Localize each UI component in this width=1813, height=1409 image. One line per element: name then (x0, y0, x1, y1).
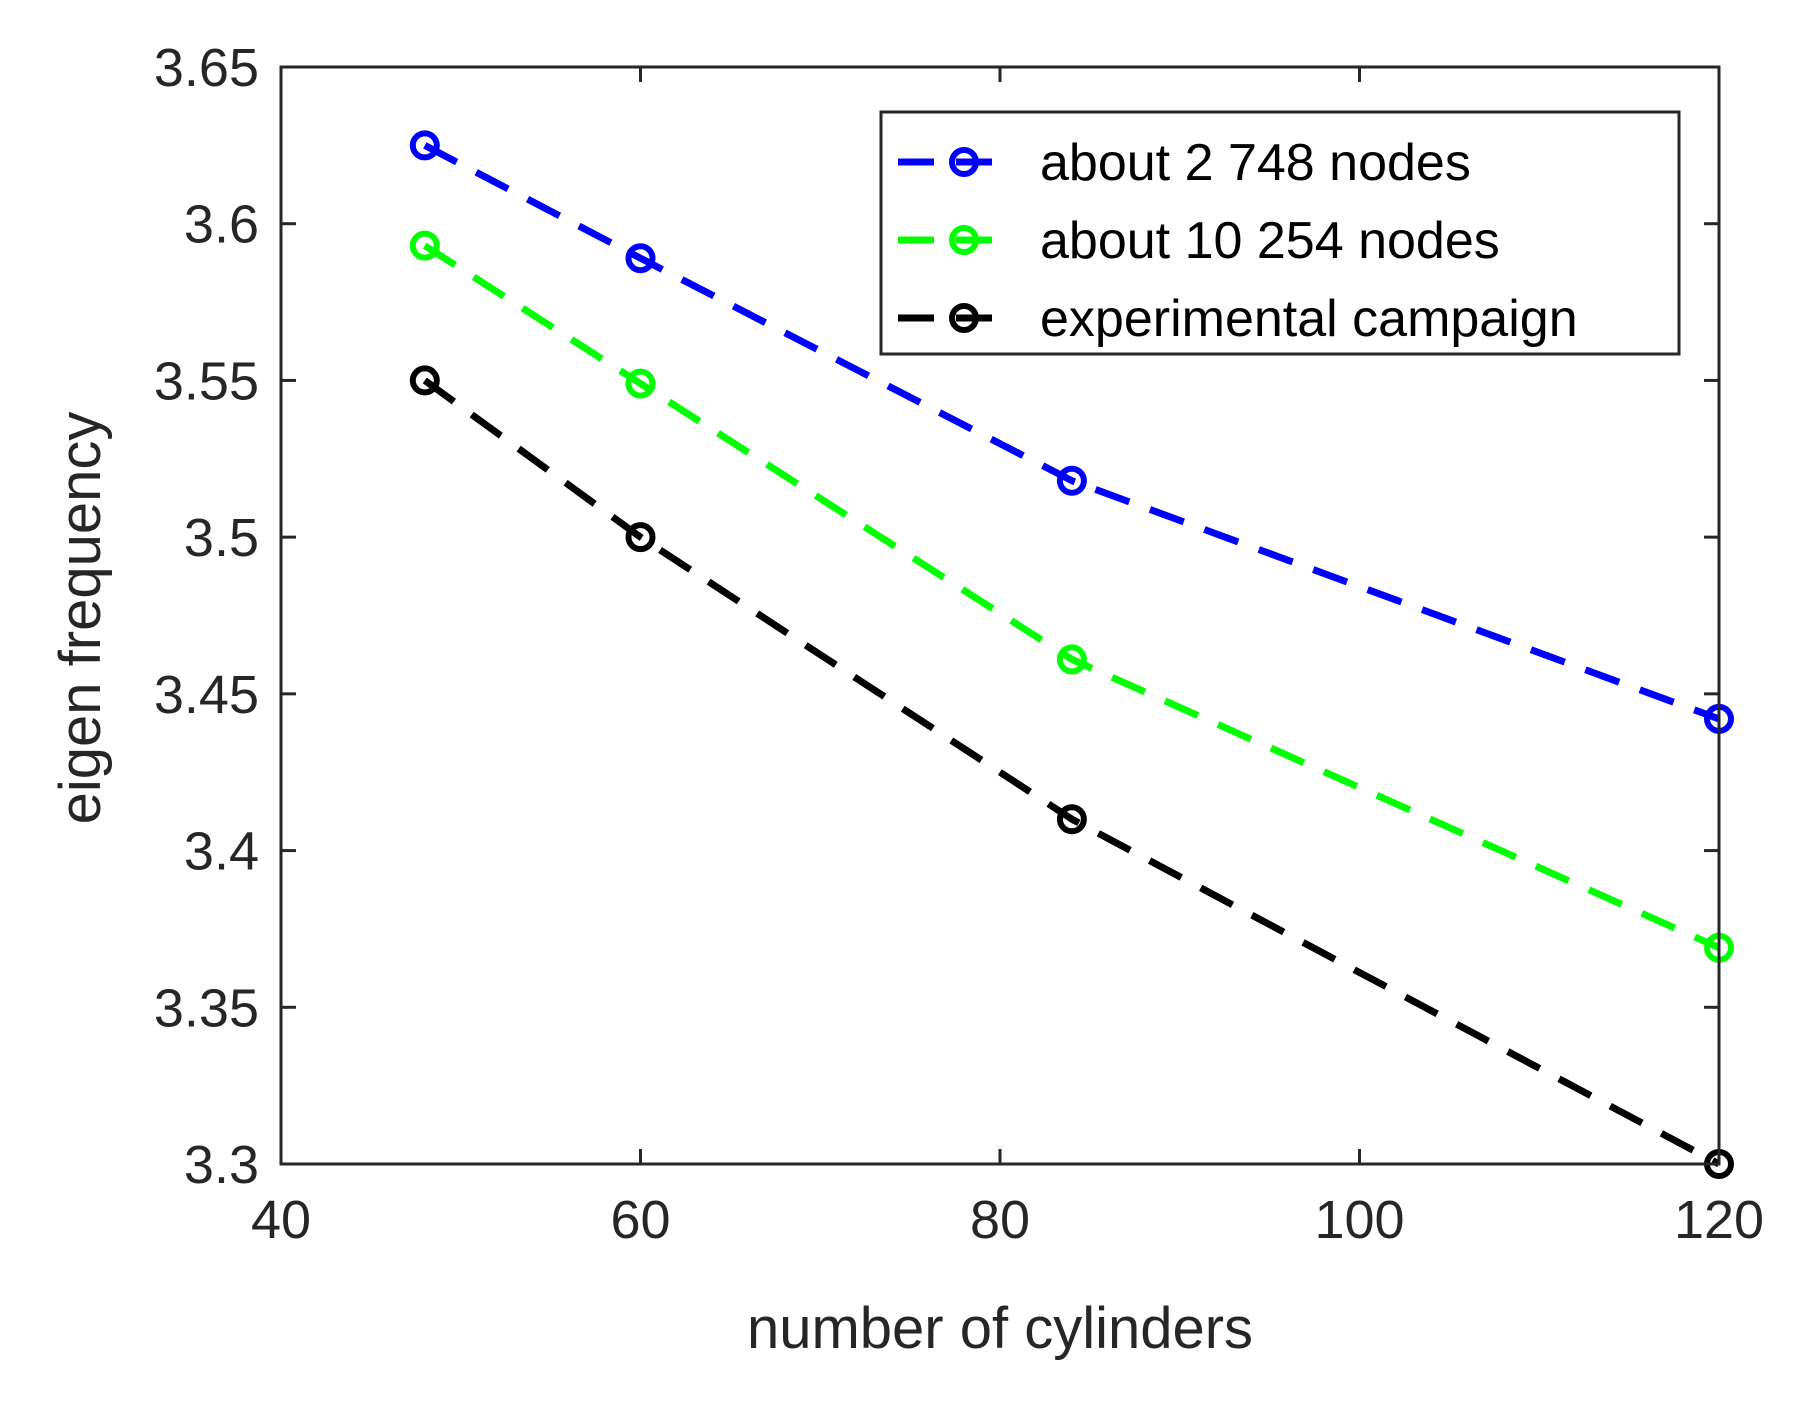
x-tick-label: 40 (251, 1190, 311, 1250)
series-2-point (409, 230, 440, 261)
y-tick-label: 3.65 (154, 38, 259, 98)
y-tick-label: 3.55 (154, 351, 259, 411)
legend-label-2: about 10 254 nodes (1040, 212, 1500, 270)
axes: 40 60 80 100 120 3.3 3.35 3.4 3.45 3.5 3.55 3.6 3.65 (154, 38, 1764, 1250)
series-1-point (1056, 465, 1087, 496)
y-tick-label: 3.45 (154, 665, 259, 725)
x-tick-label: 120 (1674, 1190, 1764, 1250)
y-tick-label: 3.35 (154, 978, 259, 1038)
series-line-1 (423, 142, 1721, 723)
x-axis-label: number of cylinders (747, 1296, 1253, 1361)
series-2-point (625, 368, 656, 399)
y-tick-label: 3.6 (184, 195, 259, 255)
legend-label-3: experimental campaign (1040, 290, 1578, 348)
series-1-point (625, 243, 656, 274)
series-line-3 (422, 377, 1721, 1168)
legend-label-1: about 2 748 nodes (1040, 134, 1471, 192)
series-line-2 (422, 242, 1721, 951)
y-tick-label: 3.4 (184, 822, 259, 882)
series-3-point (625, 522, 656, 553)
x-tick-label: 60 (610, 1190, 670, 1250)
legend-marker-2 (949, 225, 979, 255)
series-3-point (1056, 804, 1087, 835)
series-2-point (1056, 644, 1087, 675)
series-3-point (409, 365, 440, 396)
y-axis-label: eigen frequency (48, 412, 113, 825)
legend: about 2 748 nodes about 10 254 nodes exper… (879, 110, 1681, 356)
legend-box (879, 110, 1681, 356)
x-tick-label: 100 (1314, 1190, 1404, 1250)
plot-area (409, 130, 1734, 1179)
series-1-point (409, 130, 440, 161)
legend-marker-1 (949, 147, 979, 177)
x-tick-label: 80 (970, 1190, 1030, 1250)
y-tick-label: 3.3 (184, 1135, 259, 1195)
y-tick-label: 3.5 (184, 508, 259, 568)
legend-marker-3 (949, 303, 979, 333)
